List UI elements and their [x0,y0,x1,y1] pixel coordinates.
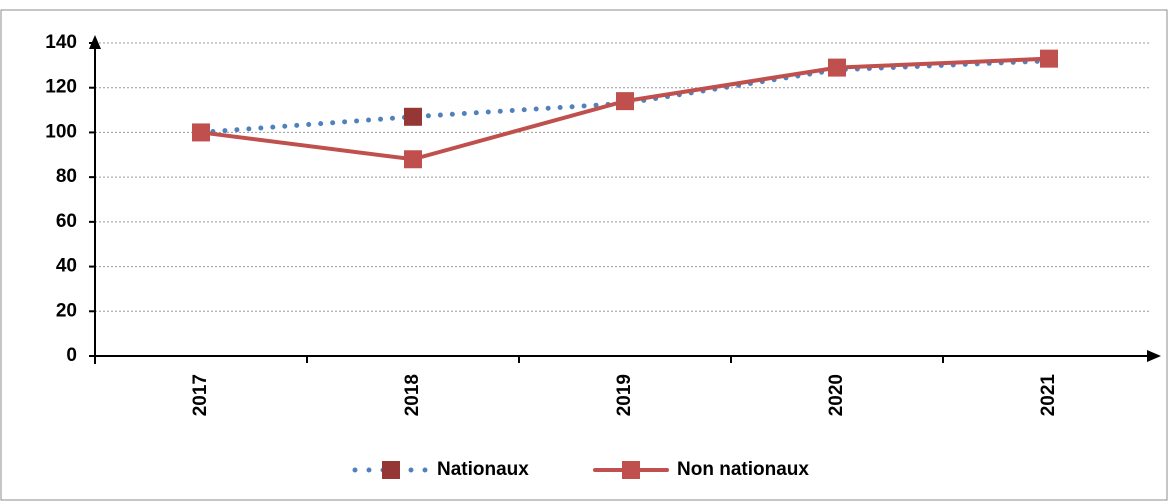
legend-label: Non nationaux [677,459,809,480]
y-tick-label: 140 [45,32,77,53]
series-marker [192,123,210,142]
y-axis-arrow [89,35,101,49]
series-line [198,58,1052,135]
x-axis-arrow [1147,350,1161,362]
y-tick-label: 0 [66,345,77,366]
chart-frame [0,9,1168,501]
y-tick-label: 120 [45,77,77,98]
series-marker [616,92,634,111]
y-tick-label: 40 [56,256,77,277]
x-tick-label: 2021 [1038,374,1059,417]
series-marker [404,107,422,126]
legend-label: Nationaux [437,459,529,480]
y-tick-label: 60 [56,211,77,232]
legend-marker [622,461,640,479]
x-tick-label: 2019 [614,374,635,416]
y-tick-label: 100 [45,121,77,142]
y-tick-label: 20 [56,300,77,321]
series-marker [404,150,422,169]
x-tick-label: 2020 [826,374,847,416]
x-tick-label: 2018 [402,374,423,416]
legend-marker [382,461,400,479]
y-tick-label: 80 [56,166,77,187]
series-marker [828,58,846,77]
series-marker [1040,49,1058,68]
x-tick-label: 2017 [190,374,211,416]
